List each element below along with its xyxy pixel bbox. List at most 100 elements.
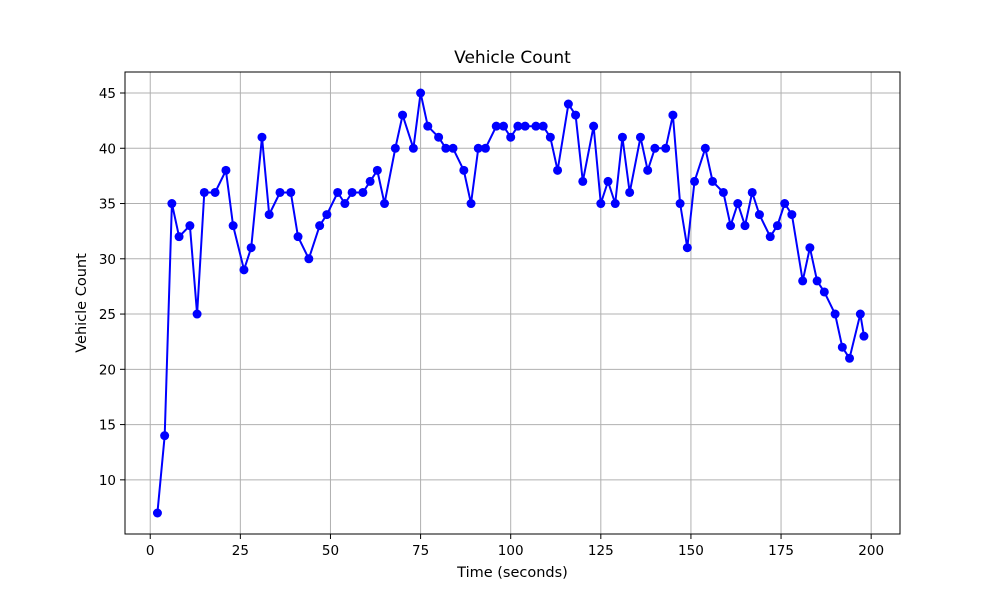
data-point: [690, 176, 700, 186]
data-point: [650, 143, 660, 153]
data-point: [160, 431, 170, 441]
data-point: [246, 243, 256, 253]
series-layer: [152, 88, 869, 518]
data-point: [563, 99, 573, 109]
y-tick-label: 35: [99, 197, 116, 213]
data-point: [787, 210, 797, 220]
data-point: [747, 187, 757, 197]
data-point: [347, 187, 357, 197]
data-point: [466, 199, 476, 209]
data-point: [434, 132, 444, 142]
data-point: [837, 342, 847, 352]
data-point: [293, 232, 303, 242]
data-point: [520, 121, 530, 131]
y-axis-title: Vehicle Count: [74, 253, 90, 353]
data-point: [700, 143, 710, 153]
y-tick-label: 30: [99, 252, 116, 268]
data-point: [812, 276, 822, 286]
data-point: [372, 165, 382, 175]
data-point: [545, 132, 555, 142]
data-point: [733, 199, 743, 209]
data-point: [571, 110, 581, 120]
data-point: [286, 187, 296, 197]
chart-title: Vehicle Count: [454, 48, 571, 68]
x-tick-label: 0: [146, 543, 155, 559]
data-point: [617, 132, 627, 142]
grid: [125, 72, 900, 534]
data-point: [185, 221, 195, 231]
data-point: [780, 199, 790, 209]
data-point: [257, 132, 267, 142]
y-tick-label: 25: [99, 307, 116, 323]
x-tick-label: 100: [498, 543, 524, 559]
data-point: [798, 276, 808, 286]
data-point: [473, 143, 483, 153]
data-point: [682, 243, 692, 253]
data-point: [859, 331, 869, 341]
data-point: [635, 132, 645, 142]
data-point: [643, 165, 653, 175]
data-point: [513, 121, 523, 131]
data-point: [531, 121, 541, 131]
data-point: [855, 309, 865, 319]
data-point: [480, 143, 490, 153]
data-point: [589, 121, 599, 131]
x-tick-label: 50: [322, 543, 339, 559]
data-point: [239, 265, 249, 275]
data-point: [315, 221, 325, 231]
data-point: [708, 176, 718, 186]
data-point: [199, 187, 209, 197]
y-tick-label: 15: [99, 418, 116, 434]
x-tick-label: 175: [768, 543, 794, 559]
data-point: [340, 199, 350, 209]
data-point: [754, 210, 764, 220]
y-tick-label: 20: [99, 362, 116, 378]
data-point: [845, 353, 855, 363]
data-point: [174, 232, 184, 242]
data-point: [228, 221, 238, 231]
data-point: [765, 232, 775, 242]
x-tick-label: 200: [858, 543, 884, 559]
data-point: [441, 143, 451, 153]
data-point: [726, 221, 736, 231]
data-point: [610, 199, 620, 209]
data-point: [498, 121, 508, 131]
data-point: [718, 187, 728, 197]
x-tick-label: 125: [588, 543, 614, 559]
data-point: [358, 187, 368, 197]
data-point: [380, 199, 390, 209]
data-point: [603, 176, 613, 186]
data-point: [491, 121, 501, 131]
y-tick-label: 45: [99, 86, 116, 102]
data-point: [416, 88, 426, 98]
data-point: [275, 187, 285, 197]
data-point: [192, 309, 202, 319]
data-point: [625, 187, 635, 197]
data-point: [264, 210, 274, 220]
data-point: [167, 199, 177, 209]
data-point: [221, 165, 231, 175]
data-point: [538, 121, 548, 131]
y-tick-label: 10: [99, 473, 116, 489]
data-point: [772, 221, 782, 231]
data-point: [408, 143, 418, 153]
data-point: [830, 309, 840, 319]
data-point: [819, 287, 829, 297]
data-point: [448, 143, 458, 153]
x-tick-label: 25: [232, 543, 249, 559]
data-point: [365, 176, 375, 186]
data-point: [304, 254, 314, 264]
data-point: [668, 110, 678, 120]
data-point: [675, 199, 685, 209]
data-point: [322, 210, 332, 220]
data-point: [423, 121, 433, 131]
y-tick-label: 40: [99, 141, 116, 157]
data-point: [398, 110, 408, 120]
data-point: [459, 165, 469, 175]
data-point: [740, 221, 750, 231]
x-tick-label: 150: [678, 543, 704, 559]
data-point: [506, 132, 516, 142]
data-point: [553, 165, 563, 175]
x-axis-title: Time (seconds): [456, 565, 568, 581]
